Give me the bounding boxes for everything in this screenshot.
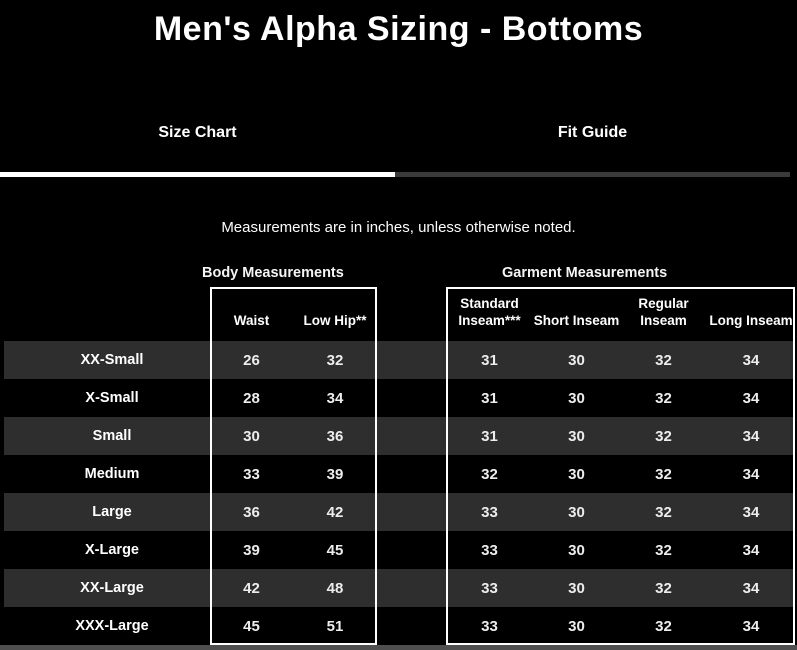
cell-regular-inseam: 32 [655, 503, 672, 521]
cell-standard-inseam: 31 [481, 389, 498, 407]
cell-waist: 39 [243, 541, 260, 559]
cell-regular-inseam: 32 [655, 541, 672, 559]
cell-long-inseam: 34 [742, 579, 760, 597]
row-label: Small [92, 428, 132, 444]
gap-cell [377, 417, 446, 455]
cell-long-inseam: 34 [742, 503, 760, 521]
cell-short-inseam: 30 [568, 389, 585, 407]
cell-long-inseam: 34 [742, 617, 760, 635]
cell-long-inseam: 34 [742, 541, 760, 559]
cell-short-inseam: 30 [568, 541, 585, 559]
row-stripe [4, 569, 793, 607]
row-label: XX-Large [80, 580, 144, 596]
col-header-short-inseam: Short Inseam [533, 313, 620, 329]
cell-long-inseam: 34 [742, 427, 760, 445]
page-title: Men's Alpha Sizing - Bottoms [153, 10, 644, 48]
row-label: X-Small [85, 390, 139, 406]
cell-low-hip: 51 [326, 617, 344, 635]
row-label: XX-Small [80, 352, 144, 368]
cell-long-inseam: 34 [742, 465, 760, 483]
cell-waist: 42 [243, 579, 260, 597]
row-stripe [4, 417, 793, 455]
tab-bar: Size Chart Fit Guide [0, 120, 790, 177]
row-label: Medium [84, 466, 140, 482]
tab-fit-guide-label: Fit Guide [557, 124, 628, 141]
gap-cell [377, 341, 446, 379]
cell-low-hip: 36 [326, 427, 344, 445]
body-measurements-label: Body Measurements [202, 265, 344, 281]
row-label: XXX-Large [75, 618, 149, 634]
row-stripe [4, 493, 793, 531]
gap-cell [377, 531, 446, 569]
size-table-grid: Waist Low Hip** Standard Inseam*** Short… [0, 287, 795, 645]
col-header-long-inseam: Long Inseam [709, 313, 793, 329]
cell-waist: 33 [243, 465, 260, 483]
gap-cell [377, 493, 446, 531]
units-note: Measurements are in inches, unless other… [221, 219, 576, 236]
bottom-divider [0, 645, 797, 650]
cell-regular-inseam: 32 [655, 351, 672, 369]
gap-cell [377, 569, 446, 607]
cell-waist: 26 [243, 351, 260, 369]
col-header-regular-inseam: Regular Inseam [638, 295, 689, 329]
row-stripe [4, 341, 793, 379]
cell-short-inseam: 30 [568, 617, 585, 635]
cell-low-hip: 42 [326, 503, 344, 521]
cell-standard-inseam: 33 [481, 579, 498, 597]
cell-standard-inseam: 33 [481, 503, 498, 521]
corner-cell [0, 287, 210, 341]
cell-standard-inseam: 32 [481, 465, 498, 483]
gap-cell [377, 455, 446, 493]
cell-standard-inseam: 33 [481, 541, 498, 559]
cell-standard-inseam: 31 [481, 351, 498, 369]
cell-regular-inseam: 32 [655, 389, 672, 407]
cell-regular-inseam: 32 [655, 579, 672, 597]
garment-measurements-label: Garment Measurements [502, 265, 668, 281]
cell-low-hip: 39 [326, 465, 344, 483]
cell-regular-inseam: 32 [655, 617, 672, 635]
gap-cell [377, 379, 446, 417]
gap-cell [377, 287, 446, 341]
cell-low-hip: 48 [326, 579, 344, 597]
cell-long-inseam: 34 [742, 351, 760, 369]
cell-low-hip: 32 [326, 351, 344, 369]
tab-size-chart-label: Size Chart [158, 124, 237, 141]
cell-regular-inseam: 32 [655, 465, 672, 483]
cell-low-hip: 34 [326, 389, 344, 407]
cell-waist: 45 [243, 617, 260, 635]
col-header-low-hip: Low Hip** [303, 313, 367, 329]
cell-low-hip: 45 [326, 541, 344, 559]
cell-standard-inseam: 33 [481, 617, 498, 635]
cell-short-inseam: 30 [568, 427, 585, 445]
cell-regular-inseam: 32 [655, 427, 672, 445]
size-table: Waist Low Hip** Standard Inseam*** Short… [0, 287, 797, 645]
tab-size-chart[interactable]: Size Chart [0, 120, 395, 177]
col-header-standard-inseam: Standard Inseam*** [458, 295, 521, 329]
tab-fit-guide[interactable]: Fit Guide [395, 120, 790, 177]
col-header-waist: Waist [233, 313, 270, 329]
cell-waist: 28 [243, 389, 260, 407]
cell-long-inseam: 34 [742, 389, 760, 407]
row-label: Large [92, 504, 132, 520]
row-label: X-Large [85, 542, 139, 558]
gap-cell [377, 607, 446, 645]
cell-short-inseam: 30 [568, 465, 585, 483]
cell-short-inseam: 30 [568, 351, 585, 369]
cell-waist: 30 [243, 427, 260, 445]
cell-standard-inseam: 31 [481, 427, 498, 445]
cell-short-inseam: 30 [568, 579, 585, 597]
cell-short-inseam: 30 [568, 503, 585, 521]
cell-waist: 36 [243, 503, 260, 521]
